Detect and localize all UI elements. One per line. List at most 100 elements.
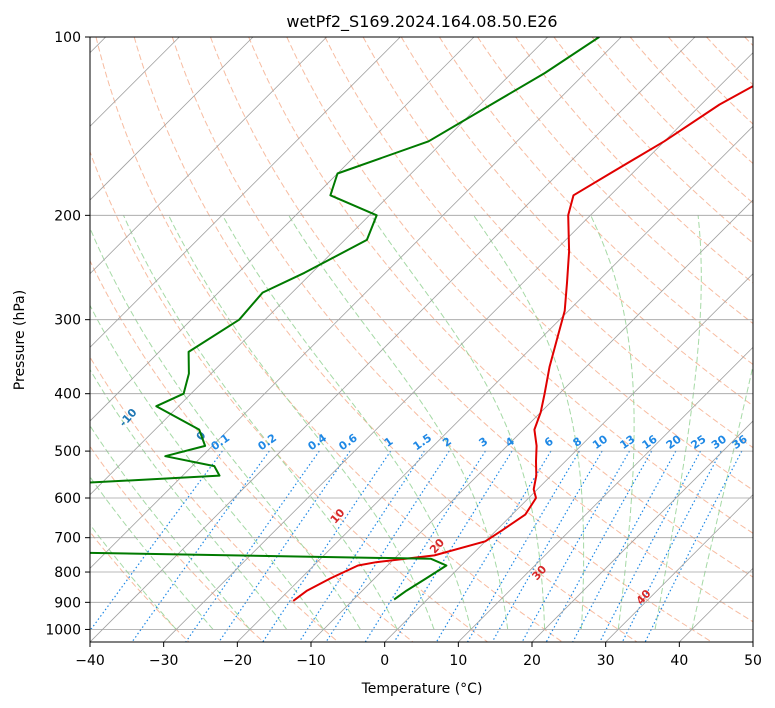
- moist-adiabat-line: [90, 368, 288, 630]
- isotherm-line: [458, 346, 753, 642]
- dry-adiabat-line: [90, 445, 264, 642]
- mixing-ratio-label: 1.5: [411, 431, 434, 453]
- isotherm-line: [531, 420, 753, 642]
- adiabat-label: 40: [634, 587, 654, 607]
- moist-adiabat-line: [288, 215, 509, 630]
- isotherm-line: [752, 641, 753, 642]
- dry-adiabat-line: [744, 37, 753, 47]
- plot-frame: [89, 36, 754, 643]
- isotherm-line: [90, 37, 254, 201]
- isotherm-line: [90, 37, 475, 422]
- dry-adiabat-line: [706, 37, 753, 86]
- adiabat-label: 30: [529, 563, 549, 583]
- mixing-ratio-line: [262, 450, 392, 642]
- mixing-ratio-label: 3: [477, 435, 491, 450]
- mixing-ratio-line: [644, 450, 743, 642]
- y-tick-label: 900: [54, 595, 81, 611]
- isotherm-line: [163, 52, 753, 642]
- y-tick-label: 500: [54, 444, 81, 460]
- plot-area: 0.10.20.40.611.52346810131620253036-100-…: [90, 37, 753, 642]
- dry-adiabat-line: [400, 37, 753, 407]
- dewpoint-profile: [90, 37, 600, 601]
- mixing-ratio-label: 10: [590, 432, 610, 452]
- adiabat-label: -10: [117, 406, 140, 430]
- dry-adiabat-line: [477, 37, 753, 325]
- skewed-isotherms: [90, 37, 753, 642]
- x-tick-label: 20: [523, 653, 541, 669]
- pressure-gridlines: [90, 37, 753, 630]
- x-tick-label: −40: [75, 653, 105, 669]
- mixing-ratio-line: [185, 450, 320, 642]
- isotherm-line: [90, 37, 327, 275]
- moist-adiabat-line: [691, 363, 753, 630]
- mixing-ratio-label: 0.6: [336, 431, 360, 453]
- mixing-ratio-label: 16: [640, 432, 660, 452]
- y-tick-label: 700: [54, 531, 81, 547]
- dry-adiabat-line: [210, 37, 753, 623]
- y-tick-label: 200: [54, 208, 81, 224]
- x-tick-label: 30: [597, 653, 615, 669]
- isotherm-line: [90, 37, 401, 348]
- isotherm-line: [90, 37, 548, 496]
- mixing-ratio-label: 8: [571, 435, 585, 450]
- dry-adiabats: [90, 37, 753, 642]
- y-axis-title: Pressure (hPa): [12, 290, 28, 390]
- x-axis-title: Temperature (°C): [361, 681, 483, 697]
- mixing-ratio-lines: [90, 450, 743, 642]
- moist-adiabat-line: [90, 523, 177, 630]
- dry-adiabat-line: [171, 37, 712, 642]
- mixing-ratio-line: [435, 450, 552, 642]
- x-tick-label: 40: [670, 653, 688, 669]
- mixing-ratio-label: 20: [664, 432, 684, 452]
- mixing-ratio-label: 0.2: [256, 431, 279, 453]
- dry-adiabat-line: [515, 37, 753, 284]
- x-tick-label: −20: [223, 653, 253, 669]
- x-tick-label: 50: [744, 653, 762, 669]
- moist-adiabat-line: [370, 215, 546, 630]
- mixing-ratio-line: [545, 450, 653, 642]
- isotherm-line: [90, 37, 622, 569]
- dry-adiabat-line: [553, 37, 753, 244]
- y-tick-label: 400: [54, 387, 81, 403]
- dry-adiabat-line: [90, 356, 339, 642]
- moist-adiabat-line: [90, 476, 214, 630]
- mixing-ratio-label: 6: [542, 435, 556, 450]
- dry-adiabat-line: [133, 37, 638, 642]
- mixing-ratio-line: [599, 450, 702, 642]
- mixing-ratio-label: 0.1: [209, 431, 232, 453]
- mixing-ratio-line: [491, 450, 603, 642]
- dry-adiabat-line: [591, 37, 753, 204]
- mixing-ratio-line: [621, 450, 722, 642]
- dry-adiabat-line: [438, 37, 753, 366]
- isotherm-line: [90, 37, 696, 642]
- moist-adiabat-line: [222, 215, 472, 630]
- y-tick-label: 1000: [45, 622, 81, 638]
- mixing-ratio-line: [466, 450, 580, 642]
- y-tick-label: 100: [54, 30, 81, 46]
- mixing-ratio-line: [298, 450, 425, 642]
- x-tick-label: 10: [449, 653, 467, 669]
- moist-adiabat-line: [654, 215, 702, 630]
- dry-adiabat-line: [629, 37, 753, 165]
- mixing-ratio-label: 36: [730, 432, 750, 452]
- reference-line-labels: 0.10.20.40.611.52346810131620253036-100-…: [117, 406, 750, 608]
- mixing-ratio-label: 30: [709, 432, 729, 452]
- dry-adiabat-line: [248, 37, 753, 578]
- mixing-ratio-label: 25: [688, 433, 708, 452]
- dry-adiabat-line: [90, 531, 190, 642]
- dry-adiabat-line: [95, 37, 563, 642]
- isotherm-line: [605, 494, 753, 642]
- mixing-ratio-line: [521, 450, 631, 642]
- x-tick-label: −10: [296, 653, 326, 669]
- dry-adiabat-line: [90, 259, 414, 642]
- mixing-ratio-label: 2: [440, 435, 454, 450]
- dry-adiabat-line: [90, 150, 488, 642]
- profile-series: [90, 37, 753, 602]
- y-axis-ticks: 100 200 300 400 500 600 700 800 900 1000: [45, 30, 90, 638]
- isotherm-line: [237, 125, 753, 642]
- isotherm-line: [310, 199, 753, 642]
- x-tick-label: 0: [380, 653, 389, 669]
- x-tick-label: −30: [149, 653, 179, 669]
- chart-title: wetPf2_S169.2024.164.08.50.E26: [286, 12, 557, 32]
